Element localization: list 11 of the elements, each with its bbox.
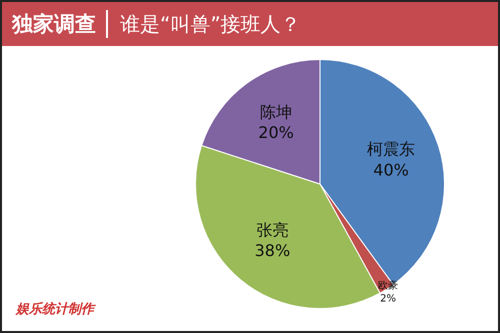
data-label: 2% — [380, 294, 396, 305]
chart-title: 谁是“叫兽”接班人？ — [119, 10, 301, 38]
slice-label: 柯震东 — [367, 140, 416, 159]
slice-label: 陈坤 — [260, 102, 292, 122]
data-label: 20% — [258, 123, 294, 142]
data-label: 40% — [373, 160, 409, 180]
slice-label: 张亮 — [256, 220, 288, 240]
slice-label: 欧豪 — [378, 280, 398, 292]
text: 娱乐统计制作 — [16, 300, 94, 318]
data-label: 38% — [254, 241, 290, 260]
chart-subtitle: 独家调查 — [2, 10, 108, 38]
